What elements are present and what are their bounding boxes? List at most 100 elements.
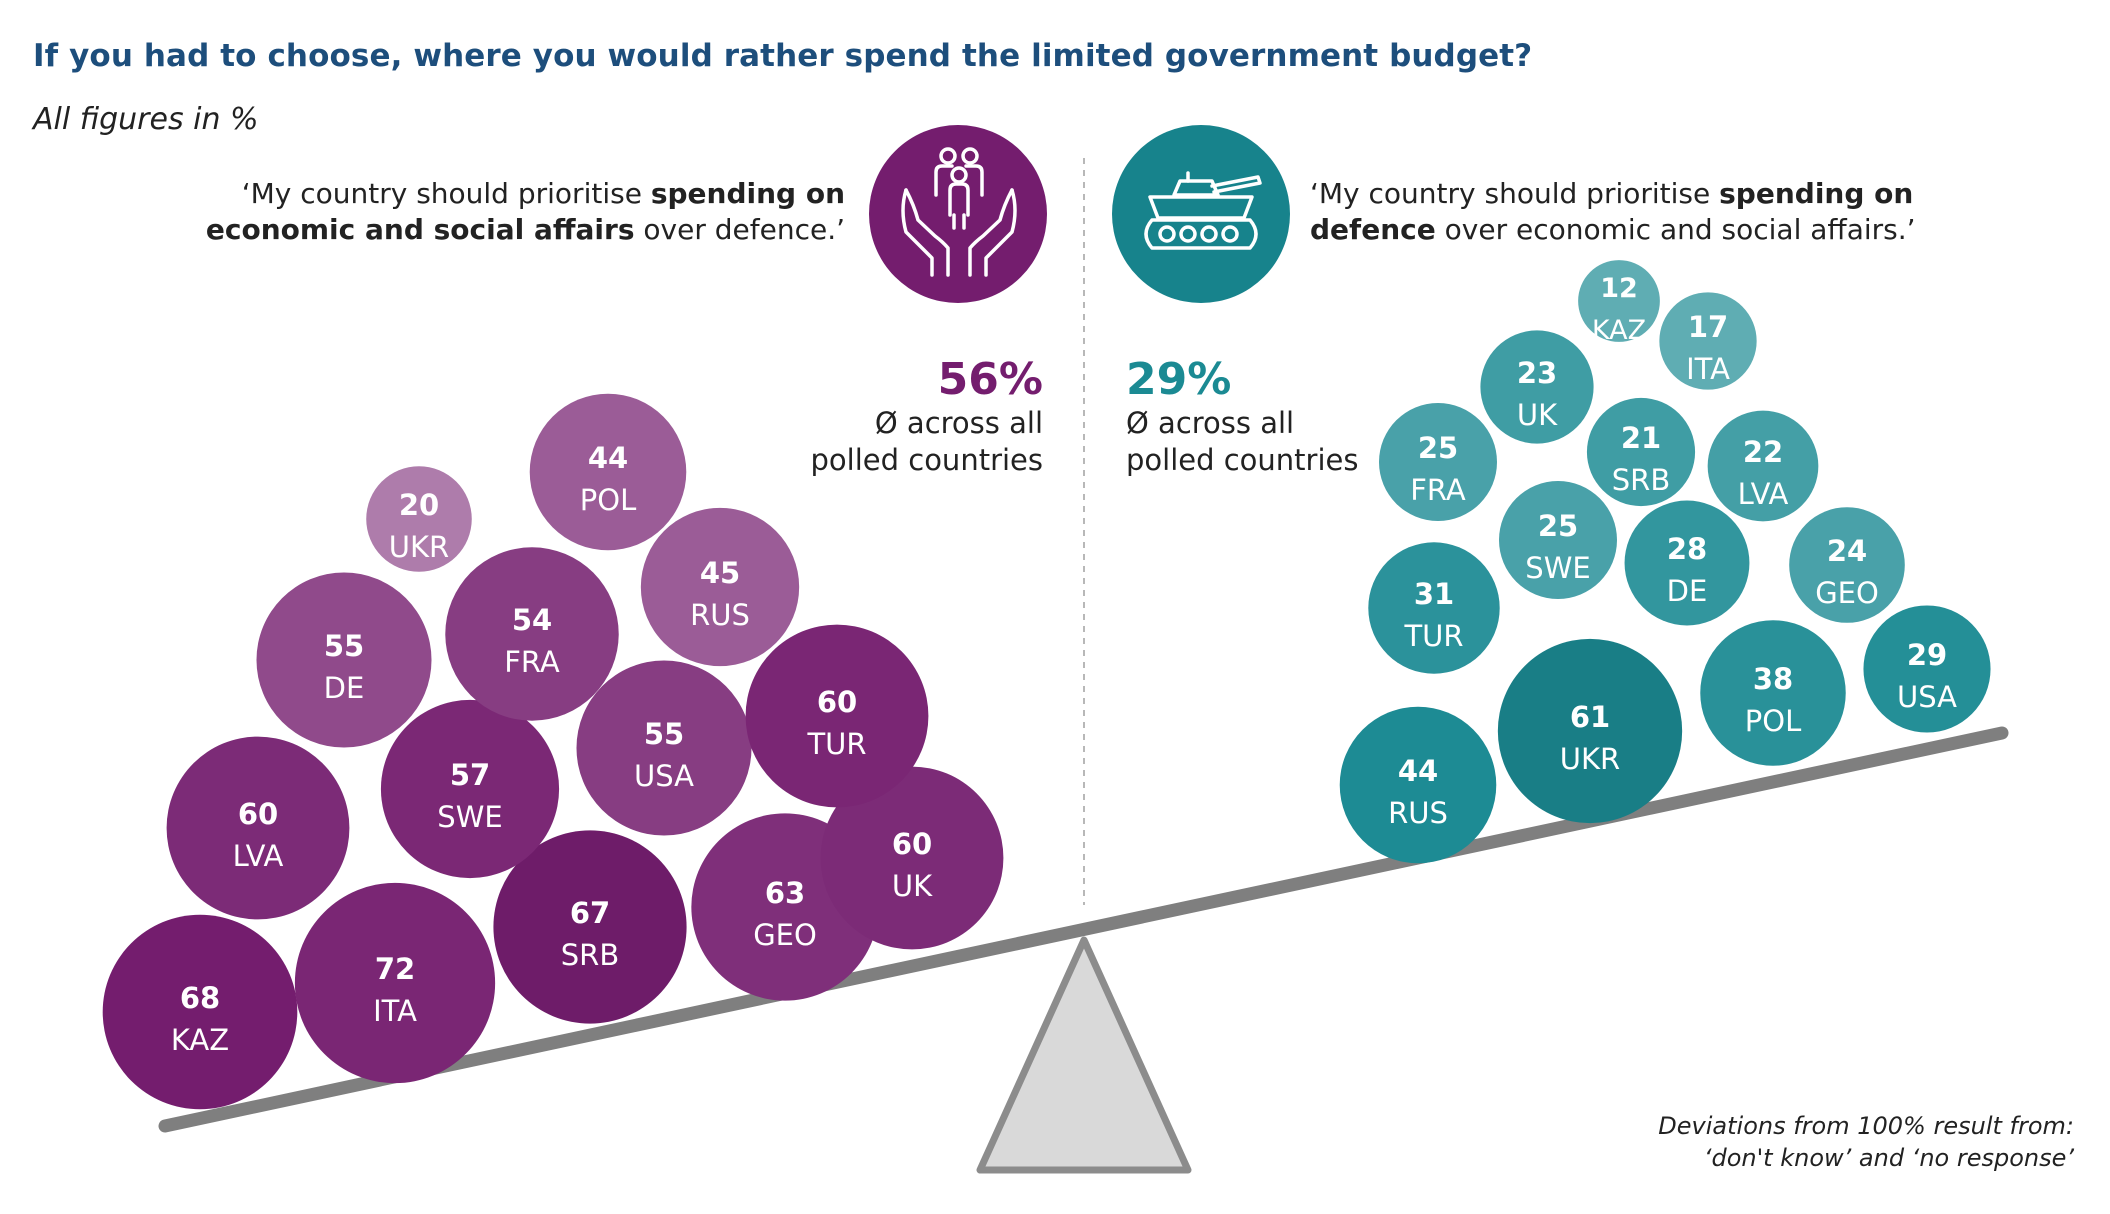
footnote: Deviations from 100% result from: ‘don't… <box>1658 1110 2074 1174</box>
bubble-defence-usa: 29 USA <box>1863 605 1991 733</box>
bubble-layer: 68 KAZ 72 ITA 67 SRB 63 GEO 60 UK 60 LVA 57 SWE 55 USA 6… <box>102 260 1991 1110</box>
bubble-value-label: 31 <box>1414 577 1454 611</box>
bubble-value-label: 25 <box>1418 431 1458 465</box>
bubble-country-label: GEO <box>1815 576 1879 610</box>
bubble-social-de: 55 DE <box>256 572 432 748</box>
bubble-country-label: SRB <box>1612 463 1670 497</box>
footnote-line-1: Deviations from 100% result from: <box>1658 1112 2074 1140</box>
bubble-value-label: 23 <box>1517 356 1557 390</box>
bubble-value-label: 12 <box>1600 273 1638 304</box>
right-statement-bold: spending on defence <box>1310 177 1914 246</box>
bubble-country-label: ITA <box>373 994 417 1028</box>
bubble-circle <box>256 572 432 748</box>
bubble-value-label: 45 <box>700 556 740 590</box>
bubble-circle <box>445 547 619 721</box>
bubble-country-label: UK <box>1517 398 1558 432</box>
bubble-value-label: 44 <box>1398 754 1438 788</box>
bubble-circle <box>1863 605 1991 733</box>
tank-icon <box>1112 125 1290 303</box>
left-average-value: 56% <box>937 354 1043 405</box>
bubble-circle <box>1789 507 1905 623</box>
bubble-circle <box>1379 403 1497 521</box>
bubble-value-label: 44 <box>588 441 628 475</box>
bubble-value-label: 22 <box>1743 435 1783 469</box>
bubble-country-label: RUS <box>1388 796 1448 830</box>
bubble-country-label: GEO <box>753 918 817 952</box>
bubble-defence-ita: 17 ITA <box>1659 292 1757 390</box>
bubble-circle <box>102 914 298 1110</box>
right-statement-prefix: ‘My country should prioritise <box>1310 177 1720 210</box>
bubble-country-label: TUR <box>1403 619 1463 653</box>
bubble-country-label: DE <box>1667 574 1708 608</box>
bubble-country-label: USA <box>634 759 694 793</box>
bubble-circle <box>640 507 800 667</box>
bubble-value-label: 54 <box>512 603 552 637</box>
bubble-value-label: 17 <box>1688 310 1728 344</box>
bubble-value-label: 72 <box>375 952 415 986</box>
bubble-value-label: 60 <box>238 797 278 831</box>
bubble-social-tur: 60 TUR <box>745 624 929 808</box>
left-statement-bold: spending on economic and social affairs <box>205 177 845 246</box>
bubble-country-label: USA <box>1897 680 1957 714</box>
bubble-country-label: DE <box>324 671 365 705</box>
bubble-value-label: 63 <box>765 876 805 910</box>
bubble-circle <box>1624 500 1750 626</box>
bubble-country-label: TUR <box>806 727 866 761</box>
bubble-country-label: POL <box>1745 704 1801 738</box>
bubble-social-uk: 60 UK <box>820 766 1004 950</box>
bubble-country-label: UK <box>892 869 933 903</box>
right-average: 29% Ø across all polled countries <box>1126 355 1358 479</box>
bubble-country-label: LVA <box>233 839 284 873</box>
bubble-country-label: KAZ <box>171 1023 229 1057</box>
bubble-circle <box>1368 542 1500 674</box>
bubble-value-label: 60 <box>892 827 932 861</box>
bubble-country-label: FRA <box>504 645 560 679</box>
bubble-value-label: 55 <box>644 717 684 751</box>
bubble-value-label: 67 <box>570 896 610 930</box>
bubble-social-kaz: 68 KAZ <box>102 914 298 1110</box>
bubble-social-ita: 72 ITA <box>294 882 496 1084</box>
bubble-defence-de: 28 DE <box>1624 500 1750 626</box>
bubble-country-label: SRB <box>561 938 619 972</box>
bubble-circle <box>529 393 687 551</box>
bubble-value-label: 61 <box>1570 700 1610 734</box>
left-average: 56% Ø across all polled countries <box>811 355 1043 479</box>
right-average-value: 29% <box>1126 354 1232 405</box>
bubble-defence-tur: 31 TUR <box>1368 542 1500 674</box>
bubble-country-label: RUS <box>690 598 750 632</box>
bubble-circle <box>1480 330 1594 444</box>
bubble-circle <box>1659 292 1757 390</box>
bubble-circle <box>820 766 1004 950</box>
right-average-label-2: polled countries <box>1126 443 1359 477</box>
bubble-value-label: 25 <box>1538 509 1578 543</box>
bubble-defence-pol: 38 POL <box>1700 620 1846 766</box>
bubble-country-label: UKR <box>389 530 449 564</box>
bubble-defence-srb: 21 SRB <box>1586 397 1696 507</box>
bubble-defence-rus: 44 RUS <box>1339 706 1497 864</box>
bubble-circle <box>1707 410 1819 522</box>
bubble-circle <box>1578 260 1660 342</box>
bubble-circle <box>745 624 929 808</box>
bubble-circle <box>294 882 496 1084</box>
left-statement-suffix: over defence.’ <box>634 213 845 246</box>
bubble-defence-kaz: 12 KAZ <box>1578 260 1660 346</box>
bubble-country-label: SWE <box>1525 551 1590 585</box>
bubble-value-label: 29 <box>1907 638 1947 672</box>
bubble-value-label: 68 <box>180 981 220 1015</box>
bubble-social-pol: 44 POL <box>529 393 687 551</box>
bubble-defence-lva: 22 LVA <box>1707 410 1819 522</box>
bubble-social-usa: 55 USA <box>576 660 752 836</box>
bubble-value-label: 55 <box>324 629 364 663</box>
bubble-social-ukr: 20 UKR <box>366 466 472 572</box>
right-average-label-1: Ø across all <box>1126 406 1295 440</box>
right-statement-suffix: over economic and social affairs.’ <box>1435 213 1916 246</box>
seesaw-beam <box>158 726 2009 1133</box>
bubble-value-label: 28 <box>1667 532 1707 566</box>
bubble-value-label: 24 <box>1827 534 1867 568</box>
bubble-circle <box>366 466 472 572</box>
left-average-label-1: Ø across all <box>874 406 1043 440</box>
bubble-social-rus: 45 RUS <box>640 507 800 667</box>
bubble-defence-ukr: 61 UKR <box>1497 638 1683 824</box>
hands-protecting-family-icon <box>869 125 1047 303</box>
